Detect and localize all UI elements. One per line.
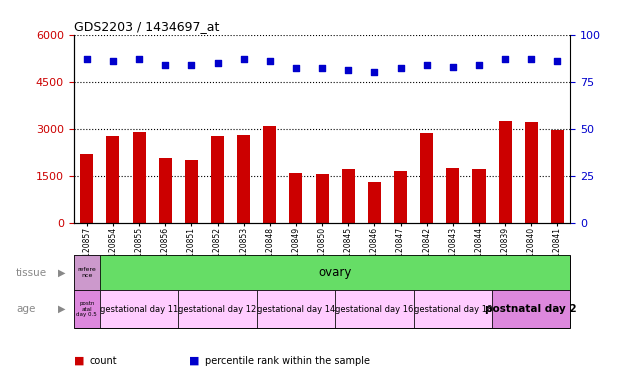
Bar <box>263 126 276 223</box>
Text: refere
nce: refere nce <box>78 267 96 278</box>
Bar <box>368 182 381 223</box>
Point <box>553 58 563 64</box>
Text: ▶: ▶ <box>58 304 65 314</box>
Point <box>447 63 458 70</box>
Text: GDS2203 / 1434697_at: GDS2203 / 1434697_at <box>74 20 219 33</box>
Text: gestational day 14: gestational day 14 <box>257 305 335 314</box>
Bar <box>315 174 329 223</box>
Text: gestational day 12: gestational day 12 <box>178 305 256 314</box>
Text: tissue: tissue <box>16 268 47 278</box>
Point <box>291 65 301 71</box>
Text: gestational day 11: gestational day 11 <box>100 305 178 314</box>
Bar <box>80 154 94 223</box>
Point <box>134 56 144 62</box>
Bar <box>257 290 335 328</box>
Point <box>187 61 197 68</box>
Bar <box>525 122 538 223</box>
Bar <box>74 255 100 290</box>
Bar <box>159 159 172 223</box>
Point <box>474 61 484 68</box>
Bar <box>100 290 178 328</box>
Point <box>238 56 249 62</box>
Text: percentile rank within the sample: percentile rank within the sample <box>205 356 370 366</box>
Point <box>395 65 406 71</box>
Text: ■: ■ <box>189 356 199 366</box>
Point <box>422 61 432 68</box>
Point <box>500 56 510 62</box>
Text: age: age <box>16 304 35 314</box>
Point <box>343 67 353 73</box>
Bar <box>178 290 257 328</box>
Point <box>526 56 537 62</box>
Bar <box>551 130 564 223</box>
Point <box>108 58 118 64</box>
Bar <box>446 168 460 223</box>
Bar <box>499 121 512 223</box>
Point <box>81 56 92 62</box>
Point <box>369 69 379 75</box>
Bar <box>492 290 570 328</box>
Text: postn
atal
day 0.5: postn atal day 0.5 <box>76 301 97 317</box>
Bar <box>394 171 407 223</box>
Bar <box>237 135 250 223</box>
Bar <box>74 290 100 328</box>
Bar <box>413 290 492 328</box>
Text: gestational day 16: gestational day 16 <box>335 305 413 314</box>
Point <box>265 58 275 64</box>
Bar <box>211 136 224 223</box>
Bar <box>133 132 146 223</box>
Bar <box>342 169 354 223</box>
Point <box>317 65 327 71</box>
Bar <box>420 133 433 223</box>
Text: postnatal day 2: postnatal day 2 <box>485 304 577 314</box>
Point <box>212 60 222 66</box>
Text: gestational day 18: gestational day 18 <box>413 305 492 314</box>
Text: ovary: ovary <box>319 266 352 279</box>
Bar <box>290 172 303 223</box>
Text: ■: ■ <box>74 356 84 366</box>
Point <box>160 61 171 68</box>
Bar <box>185 160 198 223</box>
Text: count: count <box>90 356 117 366</box>
Bar <box>335 290 413 328</box>
Bar <box>106 136 119 223</box>
Text: ▶: ▶ <box>58 268 65 278</box>
Bar <box>472 169 485 223</box>
